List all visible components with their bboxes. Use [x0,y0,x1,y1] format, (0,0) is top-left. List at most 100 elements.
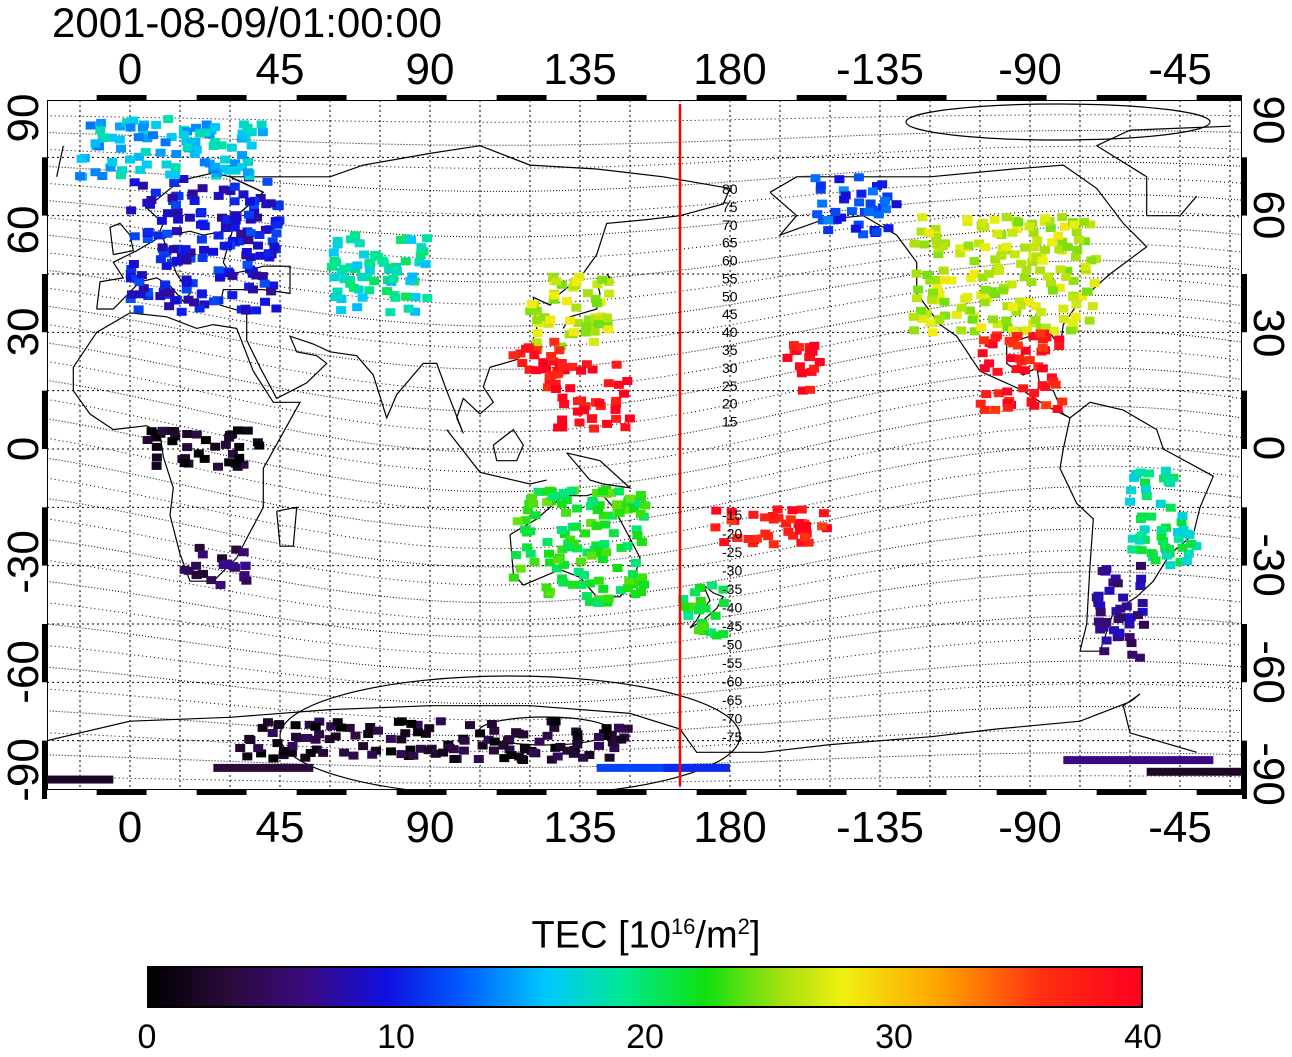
tec-cell [815,181,826,190]
lon-tick-bar [246,95,297,100]
tec-cell [158,287,169,296]
tec-cell [237,129,248,138]
tec-cell [193,449,204,458]
tec-cell [967,315,978,324]
tec-cell [229,223,240,232]
tec-cell [238,190,249,199]
tec-cell [473,755,484,763]
tec-cell [1016,326,1027,335]
tec-cell [598,511,609,520]
tec-cell [998,286,1008,295]
tec-cell [372,252,383,261]
tec-cell [236,134,247,143]
tec-cell [266,287,277,296]
magnetic-latitude-contour [47,615,1242,672]
tec-cell [169,427,180,435]
colorbar-tick: 30 [875,1018,913,1056]
tec-cell [751,534,762,543]
tec-cell [1139,620,1149,629]
tec-cell [608,529,619,538]
tec-cell [220,440,231,449]
tec-cell [217,213,227,222]
tec-cell [743,535,754,543]
tec-cell [966,274,977,283]
tec-cell [422,234,433,243]
tec-cell [1127,545,1138,554]
tec-cell [217,554,228,563]
tec-cell [233,426,243,435]
tec-cell [1124,620,1135,629]
tec-cell [248,285,258,294]
tec-cell [1121,602,1132,611]
tec-cell [532,316,542,325]
tec-cell [339,275,350,284]
coastline [566,452,632,489]
tec-cell [157,426,168,435]
axis-tick-bars [42,95,1247,799]
lat-tick-bar [1242,332,1247,391]
lat-tick-bar [1242,565,1247,624]
tec-cell [984,339,995,347]
tec-cell [1136,574,1147,583]
tec-cell [137,123,148,132]
tec-cell [143,227,154,236]
lat-tick-bar [42,332,47,391]
coastline [769,164,1148,419]
tec-cell [880,205,891,214]
lon-tick-bar [746,95,797,100]
tec-cell [1126,486,1137,495]
tec-cell [1115,604,1126,613]
colorbar-tick: 20 [626,1018,664,1056]
tec-cell [499,754,510,763]
magnetic-latitude-contour [47,367,1242,453]
tec-cell [142,235,153,243]
tec-cell [267,237,278,246]
tec-cell [310,722,321,731]
tec-cell [171,200,181,209]
tec-cell [606,730,617,739]
tec-cell [931,239,942,248]
tec-cell [586,551,597,560]
lat-tick-bar [42,565,47,624]
tec-cell [1104,586,1115,595]
tec-cell [242,260,253,269]
tec-cell [562,746,573,755]
tec-cell [1114,632,1124,641]
tec-cell [75,172,86,181]
tec-cell [262,177,273,186]
tec-cell [458,746,469,755]
tec-cell [407,272,418,281]
tec-cell [809,341,820,350]
tec-cell [251,271,262,280]
tec-cell [622,377,633,385]
tec-cell [951,310,962,319]
tec-cell [197,550,208,559]
tec-cell [611,414,622,423]
magnetic-latitude-label: -35 [722,581,742,597]
magnetic-latitude-contour [47,445,1242,531]
lon-tick-bar [47,95,97,100]
magnetic-latitude-label: 15 [722,414,738,430]
magnetic-latitude-label: -70 [722,710,742,726]
tec-cell [880,196,891,205]
lon-tick-top: -135 [836,45,924,94]
lon-tick-bottom: 45 [256,803,305,852]
tec-cell [210,442,221,451]
tec-cell [797,386,808,395]
tec-cell [382,287,393,296]
tec-cell [609,744,620,753]
tec-cell [938,266,949,275]
tec-cell [140,148,151,157]
tec-cell [800,533,810,541]
magnetic-latitude-label: -40 [722,599,742,615]
tec-map: 8075706560555045403530252015-15-20-25-30… [0,45,1292,852]
tec-cell [198,569,208,578]
tec-cell [227,291,238,300]
tec-cell [179,565,190,574]
tec-cell [173,215,184,224]
tec-cell [1011,332,1022,341]
tec-cell [815,185,826,194]
tec-cell [259,279,270,288]
lat-tick-bar [42,215,47,274]
